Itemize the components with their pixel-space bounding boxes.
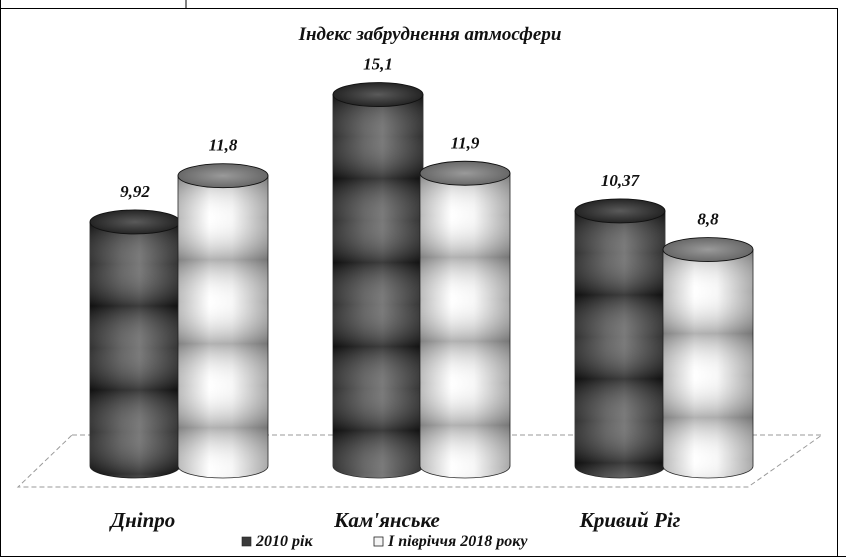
bars-layer xyxy=(89,82,754,479)
bar-dnipro-2010 xyxy=(89,209,181,479)
category-label-kamianske: Кам'янське xyxy=(333,508,440,532)
category-labels: Дніпро Кам'янське Кривий Ріг xyxy=(109,508,681,532)
value-label-kryvyi-rih-2010: 10,37 xyxy=(601,171,641,190)
value-label-kamianske-2018: 11,9 xyxy=(451,133,480,152)
value-label-dnipro-2018: 11,8 xyxy=(209,136,238,155)
bar-kryvyi-rih-2010 xyxy=(574,198,666,479)
value-label-kamianske-2010: 15,1 xyxy=(363,55,393,74)
bar-kamianske-2018 xyxy=(419,160,511,479)
value-label-dnipro-2010: 9,92 xyxy=(120,182,150,201)
category-label-dnipro: Дніпро xyxy=(109,508,176,532)
legend: 2010 рік І півріччя 2018 року xyxy=(241,533,528,550)
bar-dnipro-2018 xyxy=(177,163,269,479)
bar-kryvyi-rih-2018 xyxy=(662,237,754,479)
legend-label-2018: І півріччя 2018 року xyxy=(387,533,528,550)
chart-floor xyxy=(16,434,824,488)
legend-swatch-2018 xyxy=(373,536,384,547)
chart-title: Індекс забруднення атмосфери xyxy=(298,24,562,45)
legend-swatch-2010 xyxy=(241,536,252,547)
legend-label-2010: 2010 рік xyxy=(255,533,313,550)
value-label-kryvyi-rih-2018: 8,8 xyxy=(697,210,719,229)
labels-layer: 9,92 15,1 10,37 11,8 11,9 8,8 xyxy=(120,55,719,229)
bar-kamianske-2010 xyxy=(332,82,424,479)
category-label-kryvyi-rih: Кривий Ріг xyxy=(579,508,681,532)
